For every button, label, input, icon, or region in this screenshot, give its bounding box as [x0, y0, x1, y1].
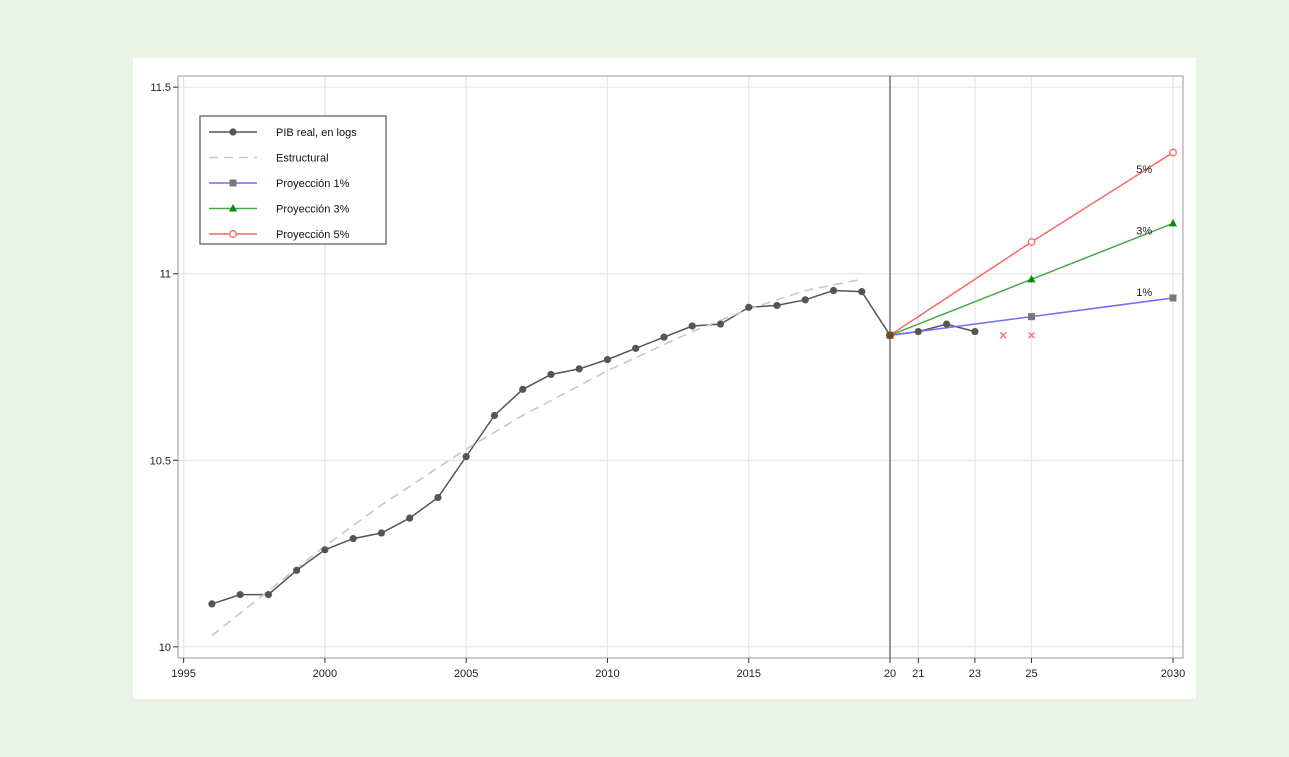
x-tick-label: 2000: [313, 668, 337, 680]
data-point-pib-real-en-logs: [208, 600, 216, 608]
data-point-proyeccion-5: [1169, 148, 1177, 157]
data-point-pib-real-en-logs: [293, 566, 301, 574]
line-chart: 10 10.5 11 11.5 1995 2000 2005 2010 2015 20 21 23 25…: [150, 75, 1185, 680]
data-point-pib-real-en-logs: [632, 344, 640, 352]
data-point-pib-real-en-logs: [519, 385, 527, 393]
data-point-pib-real-en-logs: [716, 320, 725, 328]
data-point-pib-real-en-logs: [321, 546, 329, 554]
y-tick-label: 10: [159, 642, 171, 654]
series-line-estructural: [211, 278, 862, 637]
data-point-pib-real-en-logs: [264, 590, 273, 599]
legend-marker: [229, 179, 237, 187]
legend-label: Proyección 1%: [276, 178, 350, 190]
legend-marker: [229, 204, 237, 212]
data-point-proyeccion-1: [1028, 313, 1035, 321]
data-point-pib-real-en-logs: [575, 365, 583, 373]
data-point-pib-real-en-logs: [688, 322, 696, 330]
legend: PIB real, en logs Estructural Proyección 1…: [199, 115, 387, 245]
data-point-proyeccion-3: [1169, 218, 1177, 227]
annotations: 5% 3% 1%: [1136, 164, 1152, 299]
data-point-pib-real-en-logs: [858, 288, 866, 296]
annotation-label: 3%: [1136, 226, 1152, 238]
y-tick-label: 11: [160, 269, 171, 281]
data-point-pib-real-en-logs: [462, 452, 470, 461]
data-point-pib-real-en-logs: [236, 590, 244, 599]
data-point-pib-real-en-logs: [547, 370, 555, 379]
axes: 10 10.5 11 11.5 1995 2000 2005 2010 2015 20 21 23 25…: [150, 75, 1185, 680]
legend-label: Proyección 3%: [276, 204, 350, 216]
legend-label: Proyección 5%: [276, 229, 350, 241]
annotation-label: 1%: [1136, 287, 1152, 299]
x-tick-label: 2015: [736, 668, 760, 680]
data-point-pib-real-en-logs: [773, 301, 781, 310]
data-point-pib-real-en-logs: [377, 529, 386, 537]
cross-marker: [1028, 331, 1035, 339]
legend-entry-estructural: Estructural: [209, 153, 329, 165]
data-point-pib-real-en-logs: [745, 303, 753, 311]
data-point-pib-real-en-logs: [801, 296, 809, 304]
legend-label: Estructural: [276, 153, 329, 165]
data-point-pib-real-en-logs: [829, 286, 838, 295]
data-point-pib-real-en-logs: [349, 535, 357, 543]
data-point-pib-real-en-logs: [603, 355, 612, 364]
legend-entry-proyeccion-5: Proyección 5%: [209, 229, 350, 241]
cross-marker: [999, 331, 1007, 339]
series-markers: [208, 148, 1177, 608]
legend-entry-pib-real-en-logs: PIB real, en logs: [209, 127, 357, 139]
data-point-pib-real-en-logs: [660, 333, 668, 341]
plot-border: [177, 75, 1184, 659]
data-point-pib-real-en-logs: [943, 320, 951, 328]
x-tick-label: 20: [884, 668, 896, 680]
data-point-proyeccion-1: [1169, 294, 1177, 302]
x-tick-label: 2005: [454, 668, 478, 680]
data-point-pib-real-en-logs: [434, 493, 442, 502]
data-point-pib-real-en-logs: [406, 514, 414, 522]
data-point-proyeccion-5: [1027, 238, 1036, 246]
y-tick-label: 11.5: [150, 82, 171, 94]
legend-entry-proyeccion-1: Proyección 1%: [209, 178, 350, 190]
legend-label: PIB real, en logs: [276, 127, 357, 139]
data-point-pib-real-en-logs: [914, 327, 922, 336]
series-line-pib-real-en-logs: [211, 289, 976, 605]
x-tick-label: 23: [969, 668, 981, 680]
x-tick-label: 25: [1025, 668, 1037, 680]
x-tick-label: 2030: [1161, 668, 1185, 680]
x-tick-label: 2010: [595, 668, 619, 680]
legend-entry-proyeccion-3: Proyección 3%: [209, 204, 350, 216]
data-point-pib-real-en-logs: [490, 411, 499, 420]
y-tick-label: 10.5: [150, 455, 171, 467]
data-point-proyeccion-3: [1027, 274, 1036, 283]
x-tick-label: 21: [912, 668, 924, 680]
legend-marker: [229, 230, 237, 238]
chart-panel: 10 10.5 11 11.5 1995 2000 2005 2010 2015 20 21 23 25…: [133, 58, 1196, 699]
legend-marker: [229, 128, 237, 136]
data-point-pib-real-en-logs: [971, 327, 979, 336]
x-tick-label: 1995: [171, 668, 195, 680]
annotation-label: 5%: [1136, 164, 1152, 176]
